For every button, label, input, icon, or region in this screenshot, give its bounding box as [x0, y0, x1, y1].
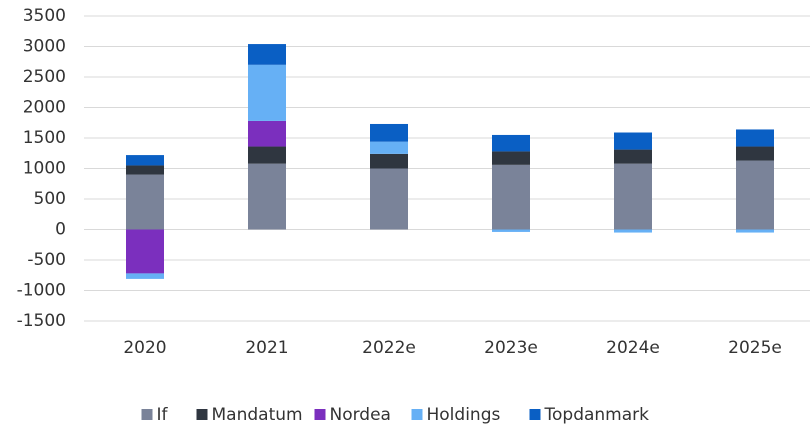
- y-tick-label: 2000: [23, 98, 66, 118]
- y-tick-label: 1500: [23, 128, 66, 148]
- bar-segment: [126, 155, 164, 166]
- bar-segment: [492, 229, 530, 232]
- bar-segment: [126, 165, 164, 175]
- y-tick-label: 1000: [23, 159, 66, 179]
- bar-segment: [126, 229, 164, 274]
- legend-label: Topdanmark: [544, 405, 650, 425]
- bar-segment: [736, 229, 774, 233]
- bar-segment: [126, 273, 164, 279]
- bar-segment: [492, 164, 530, 230]
- legend-swatch: [141, 409, 153, 420]
- bar-segment: [248, 120, 286, 147]
- bar-segment: [370, 153, 408, 169]
- legend-swatch: [411, 409, 423, 420]
- y-tick-label: -1500: [17, 311, 66, 331]
- legend-swatch: [529, 409, 541, 420]
- bar-segment: [248, 163, 286, 230]
- bar-segment: [614, 229, 652, 233]
- legend-label: If: [157, 405, 169, 425]
- bar-segment: [370, 168, 408, 230]
- bar-segment: [370, 123, 408, 142]
- bar-segment: [736, 129, 774, 147]
- bar-segment: [370, 141, 408, 154]
- x-tick-label: 2025e: [728, 338, 782, 358]
- x-tick-label: 2020: [123, 338, 166, 358]
- bar-segment: [248, 44, 286, 65]
- bar-segment: [248, 64, 286, 121]
- bar-segment: [614, 163, 652, 230]
- bar-segment: [492, 151, 530, 165]
- bar-segment: [492, 134, 530, 152]
- bar-segment: [614, 149, 652, 164]
- bar-segment: [736, 160, 774, 230]
- x-tick-label: 2024e: [606, 338, 660, 358]
- legend-label: Holdings: [427, 405, 501, 425]
- legend-swatch: [314, 409, 326, 420]
- legend-label: Nordea: [330, 405, 391, 425]
- bar-segment: [126, 174, 164, 230]
- bar-segment: [614, 132, 652, 150]
- bar-segment: [248, 146, 286, 164]
- x-tick-label: 2022e: [362, 338, 416, 358]
- y-tick-label: 2500: [23, 67, 66, 87]
- y-tick-label: -500: [27, 250, 66, 270]
- y-tick-label: 500: [34, 189, 66, 209]
- y-tick-label: 0: [55, 220, 66, 240]
- legend-swatch: [196, 409, 208, 420]
- y-tick-label: 3500: [23, 6, 66, 26]
- x-tick-label: 2023e: [484, 338, 538, 358]
- y-tick-label: -1000: [17, 281, 66, 301]
- x-tick-label: 2021: [245, 338, 288, 358]
- y-tick-label: 3000: [23, 37, 66, 57]
- legend-label: Mandatum: [212, 405, 303, 425]
- bar-segment: [736, 146, 774, 161]
